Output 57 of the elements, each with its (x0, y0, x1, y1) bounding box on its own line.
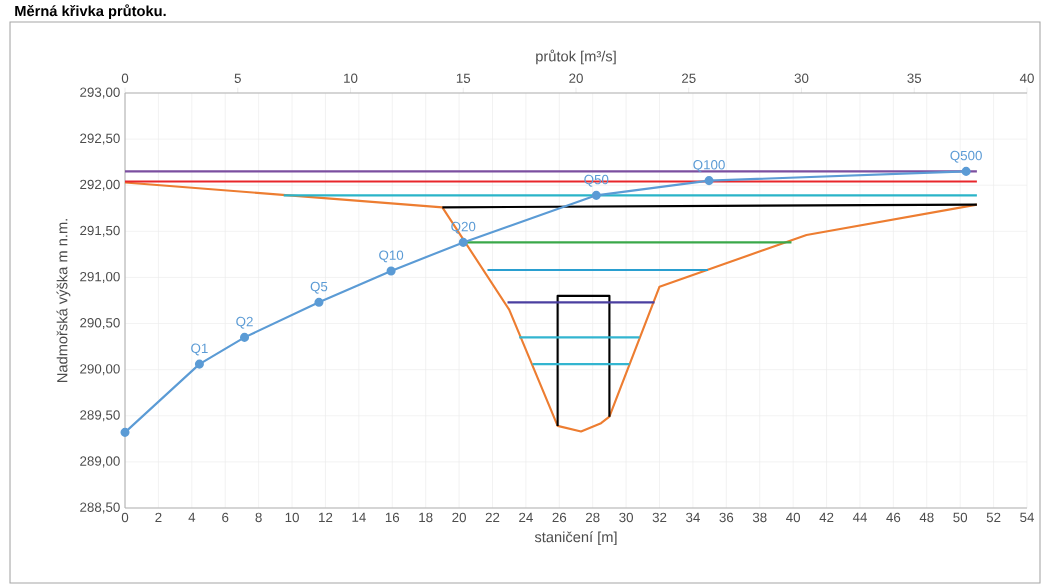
y-tick-label: 291,00 (80, 271, 120, 283)
y-tick-label: 292,50 (80, 133, 120, 145)
data-label: Q2 (236, 316, 253, 329)
x-tick-label: 26 (552, 512, 567, 523)
x-tick-label: 14 (352, 512, 366, 522)
x-tick-label: 42 (819, 512, 834, 523)
x-tick-label: 0 (121, 512, 129, 523)
x-tick-label: 36 (719, 512, 734, 523)
x-tick-label: 30 (619, 512, 634, 523)
x-tick-label: 52 (986, 512, 1001, 523)
x-tick-label: 34 (686, 512, 700, 523)
x-tick-label: 8 (255, 512, 262, 523)
x2-tick-label: 20 (569, 73, 583, 83)
x2-tick-label: 0 (121, 73, 129, 83)
x-tick-label: 44 (852, 512, 867, 522)
x-tick-label: 48 (919, 512, 934, 523)
x2-tick-label: 10 (344, 73, 358, 83)
y-tick-label: 291,50 (80, 225, 120, 237)
x-tick-label: 22 (485, 512, 500, 523)
x-tick-label: 40 (786, 512, 801, 523)
y-tick-label: 289,50 (80, 410, 120, 422)
x-tick-label: 24 (519, 512, 533, 523)
x-tick-label: 4 (188, 512, 196, 522)
x2-tick-label: 40 (1019, 73, 1034, 83)
x-tick-label: 20 (452, 512, 466, 523)
x2-tick-label: 5 (234, 73, 241, 83)
x-tick-label: 16 (385, 512, 400, 523)
x2-tick-label: 25 (682, 73, 696, 83)
y-tick-label: 290,50 (80, 318, 120, 330)
y-tick-label: 293,00 (80, 87, 120, 99)
x-tick-label: 28 (585, 512, 600, 523)
y-axis-title: Nadmořská výška m n.m. (56, 219, 71, 382)
data-label: Q100 (693, 160, 725, 172)
x-tick-label: 18 (419, 512, 433, 523)
x-tick-label: 38 (752, 512, 767, 523)
data-label: Q10 (379, 250, 404, 263)
x-tick-label: 6 (222, 512, 229, 523)
x-tick-label: 54 (1020, 512, 1035, 522)
x-tick-label: 12 (319, 512, 333, 523)
x2-tick-label: 35 (907, 73, 922, 83)
x-tick-label: 46 (886, 512, 901, 523)
chart-title: Měrná křivka průtoku. (15, 4, 166, 20)
x2-tick-label: 15 (456, 73, 471, 83)
x-tick-label: 2 (155, 512, 162, 523)
y-tick-label: 289,00 (80, 456, 120, 468)
x-axis-title: staničení [m] (534, 531, 617, 546)
x2-tick-label: 30 (794, 73, 809, 83)
data-label: Q500 (950, 150, 982, 163)
data-label: Q1 (191, 343, 208, 356)
x2-axis-title: průtok [m³/s] (536, 49, 616, 65)
x-tick-label: 50 (953, 512, 968, 523)
y-tick-label: 290,00 (80, 364, 120, 376)
x-tick-label: 32 (652, 512, 667, 523)
y-tick-label: 288,50 (80, 502, 120, 514)
y-tick-label: 292,00 (80, 179, 120, 191)
x-tick-label: 10 (285, 512, 299, 523)
data-label: Q5 (310, 281, 328, 294)
